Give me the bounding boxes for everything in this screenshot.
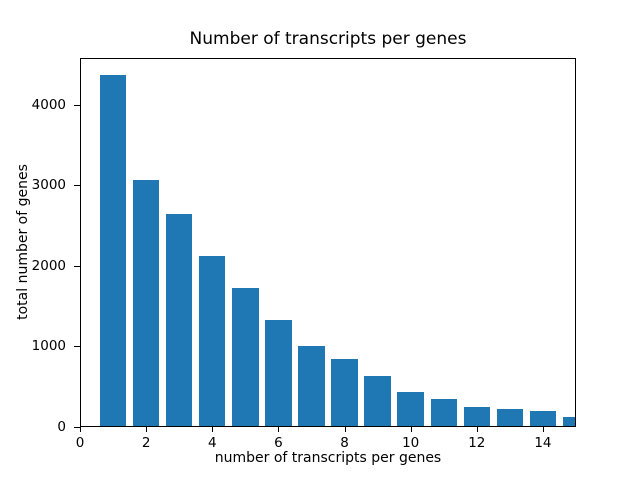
y-axis-label: total number of genes (15, 164, 31, 320)
y-tick-mark (74, 104, 80, 106)
x-tick-label: 6 (274, 435, 283, 451)
x-tick-mark (344, 427, 346, 432)
bar (562, 416, 576, 427)
bar (529, 410, 557, 427)
bar (265, 319, 292, 427)
x-tick-mark (80, 427, 81, 432)
x-tick-mark (212, 427, 214, 432)
y-tick-label: 0 (57, 419, 66, 435)
x-tick-mark (278, 427, 280, 432)
bar (165, 214, 193, 427)
bar (232, 288, 259, 427)
x-tick-mark (410, 427, 412, 432)
x-tick-label: 2 (141, 435, 151, 451)
x-tick-mark (542, 427, 544, 432)
x-tick-label: 8 (340, 435, 349, 451)
bar (298, 346, 325, 427)
x-tick-label: 14 (534, 435, 552, 451)
chart-title: Number of transcripts per genes (189, 29, 467, 49)
y-tick-label: 3000 (31, 177, 66, 194)
bar (99, 74, 127, 427)
x-tick-mark (476, 427, 478, 432)
plot-area (80, 58, 576, 427)
bar (364, 375, 391, 427)
y-tick-label: 1000 (31, 338, 66, 355)
y-tick-mark (74, 346, 80, 348)
x-tick-label: 0 (75, 435, 85, 451)
x-tick-label: 4 (207, 435, 217, 451)
x-tick-label: 12 (468, 435, 486, 451)
x-tick-mark (146, 427, 148, 432)
bar (430, 398, 457, 427)
bar (496, 408, 524, 427)
bar (397, 392, 424, 427)
x-axis-label: number of transcripts per genes (214, 450, 442, 466)
y-tick-mark (74, 185, 80, 187)
y-tick-label: 2000 (31, 257, 66, 274)
bar (463, 406, 491, 427)
y-tick-mark (74, 427, 80, 428)
x-tick-label: 10 (402, 435, 420, 451)
bar (199, 256, 226, 427)
y-tick-mark (74, 265, 80, 267)
y-tick-label: 4000 (31, 96, 66, 113)
bar (132, 180, 160, 427)
bar (331, 358, 358, 427)
